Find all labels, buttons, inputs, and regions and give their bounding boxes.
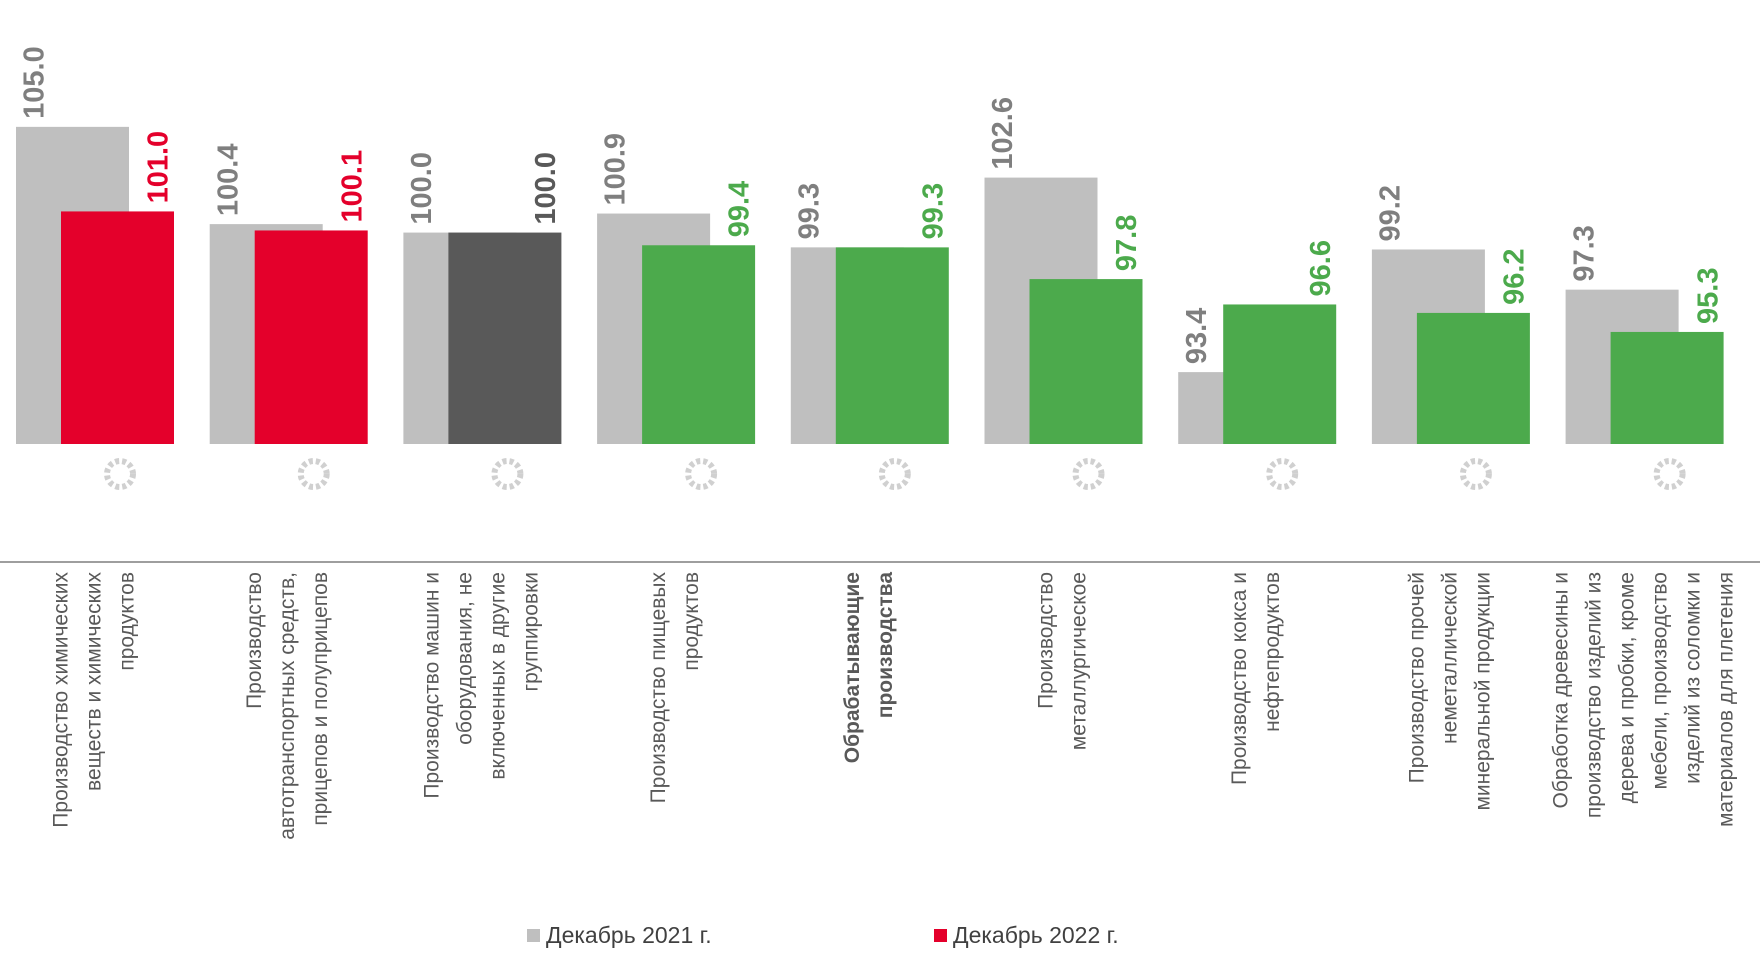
- category-label: прицепов и полуприцепов: [309, 572, 332, 826]
- bar: [1223, 304, 1336, 444]
- legend-label: Декабрь 2021 г.: [546, 922, 712, 948]
- category-label: Производство машин и: [420, 572, 443, 799]
- category-label: Обработка древесины и: [1550, 572, 1573, 808]
- icon-gear: [1657, 461, 1683, 487]
- category-label: продуктов: [116, 572, 139, 671]
- category-label: металлургическое: [1068, 572, 1091, 750]
- value-label: 100.4: [212, 144, 244, 217]
- bar: [61, 211, 174, 444]
- value-label: 99.2: [1375, 185, 1407, 241]
- icon-gear: [688, 461, 714, 487]
- category-label: Производство химических: [50, 572, 73, 828]
- category-label: изделий из соломки и: [1682, 572, 1705, 784]
- bar: [1030, 279, 1143, 444]
- value-label: 101.0: [143, 131, 175, 204]
- category-label: группировки: [519, 572, 542, 692]
- category-label: материалов для плетения: [1715, 572, 1738, 827]
- value-label: 95.3: [1692, 267, 1724, 323]
- value-label: 99.3: [793, 183, 825, 239]
- category-label: минеральной продукции: [1471, 572, 1494, 811]
- category-label: мебели, производство: [1649, 572, 1672, 790]
- value-label: 100.9: [600, 133, 632, 206]
- category-label: оборудования, не: [453, 572, 476, 745]
- category-label: Производство: [243, 572, 266, 709]
- icon-gear: [882, 461, 908, 487]
- value-label: 99.3: [917, 183, 949, 239]
- category-label: Производство пищевых: [647, 572, 670, 804]
- bar: [255, 230, 368, 444]
- category-label: автотранспортных средств,: [276, 572, 299, 840]
- legend-label: Декабрь 2022 г.: [953, 922, 1119, 948]
- bar: [1417, 313, 1530, 444]
- category-label: Производство прочей: [1405, 572, 1428, 783]
- value-label: 100.0: [530, 152, 562, 225]
- value-label: 102.6: [987, 97, 1019, 170]
- icon-gear: [494, 461, 520, 487]
- category-label: Производство кокса и: [1228, 572, 1251, 785]
- icon-gear: [1076, 461, 1102, 487]
- legend-swatch: [934, 929, 947, 942]
- bar: [1611, 332, 1724, 444]
- category-label: веществ и химических: [83, 572, 106, 791]
- bar: [642, 245, 755, 444]
- icon-gear: [107, 461, 133, 487]
- value-label: 105.0: [19, 46, 51, 119]
- value-label: 93.4: [1181, 308, 1213, 364]
- category-label: производства: [874, 572, 897, 719]
- value-label: 100.0: [406, 152, 438, 225]
- value-label: 99.4: [724, 181, 756, 237]
- category-label: продуктов: [680, 572, 703, 671]
- category-label: включенных в другие: [486, 572, 509, 780]
- bar: [448, 233, 561, 444]
- icon-gear: [1269, 461, 1295, 487]
- value-label: 97.3: [1568, 225, 1600, 281]
- value-label: 96.2: [1499, 248, 1531, 304]
- bar: [836, 247, 949, 444]
- value-label: 97.8: [1111, 215, 1143, 271]
- icon-gear: [301, 461, 327, 487]
- category-label: производство изделий из: [1583, 572, 1606, 818]
- category-label: дерева и пробки, кроме: [1616, 572, 1639, 803]
- legend-swatch: [527, 929, 540, 942]
- category-label: неметаллической: [1438, 572, 1461, 744]
- icon-gear: [1463, 461, 1489, 487]
- value-label: 96.6: [1305, 240, 1337, 296]
- category-label: Обрабатывающие: [841, 572, 864, 763]
- category-label: Производство: [1035, 572, 1058, 709]
- chart: 105.0 100.4 100.0 100.9 99.3 102.6 93.4 99.2 97.…: [0, 0, 1760, 959]
- category-label: нефтепродуктов: [1261, 572, 1284, 732]
- value-label: 100.1: [336, 150, 368, 223]
